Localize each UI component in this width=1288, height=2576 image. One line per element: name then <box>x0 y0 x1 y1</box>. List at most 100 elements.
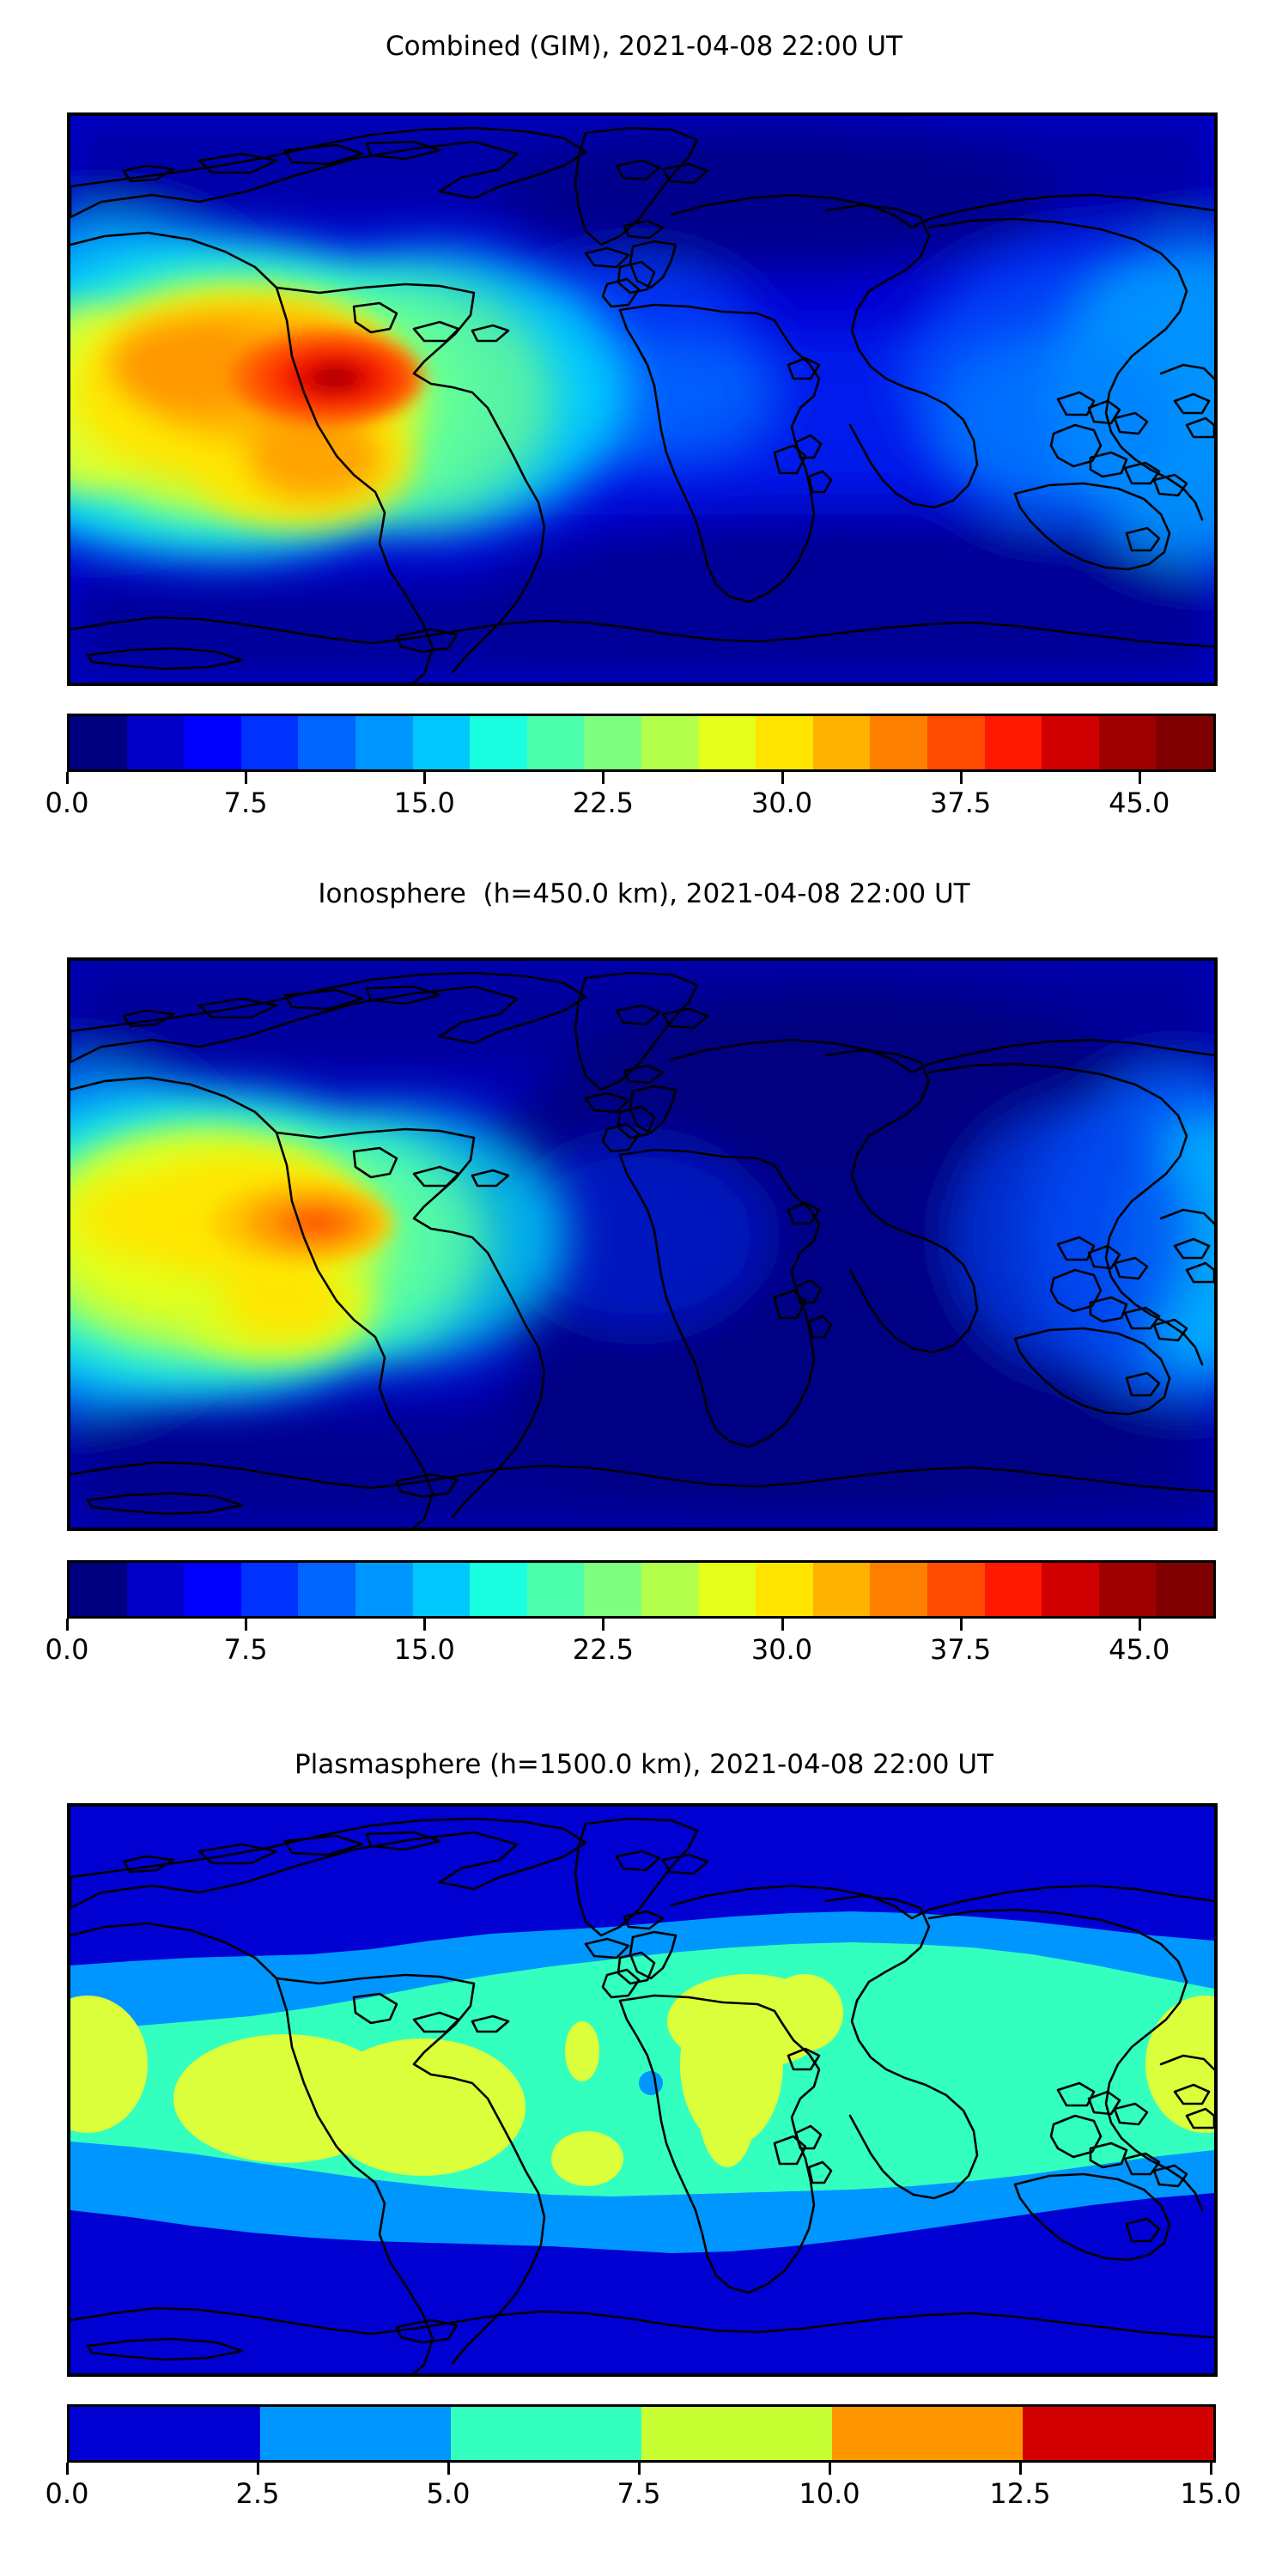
panel-title-ionosphere: Ionosphere (h=450.0 km), 2021-04-08 22:0… <box>318 878 970 909</box>
colorbar-tick-label-1: 7.5 <box>223 787 268 819</box>
map-axes-plasmasphere <box>67 1803 1218 2377</box>
colorbar-tick-label-1: 2.5 <box>235 2477 280 2510</box>
colorbar-tick-label-2: 5.0 <box>426 2477 471 2510</box>
colorbar-tick-4 <box>829 2463 831 2475</box>
colorbar-tick-2 <box>423 772 427 784</box>
tec-contour-plasmasphere <box>70 1807 1214 2373</box>
colorbar-band-19 <box>1156 716 1213 769</box>
colorbar-tick-4 <box>781 1619 784 1631</box>
map-axes-ionosphere <box>67 957 1218 1531</box>
colorbar-band-4 <box>832 2407 1023 2460</box>
colorbar-ionosphere: 0.0 7.5 15.0 22.5 30.0 37.5 45.0 <box>46 1560 1216 1670</box>
map-canvas-combined-gim <box>70 116 1214 683</box>
colorbar-tick-label-2: 15.0 <box>393 787 455 819</box>
colorbar-band-10 <box>641 716 699 769</box>
colorbar-band-13 <box>812 716 871 769</box>
colorbar-band-2 <box>451 2407 641 2460</box>
colorbar-band-1 <box>126 716 185 769</box>
colorbar-band-12 <box>756 716 813 769</box>
colorbar-tick-1 <box>245 1619 248 1631</box>
colorbar-band-7 <box>470 1563 527 1616</box>
colorbar-combined-gim: 0.0 7.5 15.0 22.5 30.0 37.5 45.0 <box>46 714 1216 823</box>
colorbar-band-0 <box>70 716 127 769</box>
colorbar-labels-ionosphere: 0.0 7.5 15.0 22.5 30.0 37.5 45.0 <box>46 1631 1213 1670</box>
colorbar-band-13 <box>812 1563 871 1616</box>
tec-contour-combined-gim <box>70 116 1214 683</box>
colorbar-band-18 <box>1098 716 1157 769</box>
colorbar-band-4 <box>298 716 355 769</box>
colorbar-tick-2 <box>447 2463 450 2475</box>
colorbar-tick-6 <box>1210 2463 1212 2475</box>
colorbar-tick-label-0: 0.0 <box>45 2477 89 2510</box>
colorbar-tick-label-0: 0.0 <box>45 787 89 819</box>
colorbar-band-1 <box>126 1563 185 1616</box>
colorbar-band-9 <box>584 716 641 769</box>
colorbar-plasmasphere: 0.0 2.5 5.0 7.5 10.0 12.5 15.0 <box>46 2404 1242 2514</box>
panel-title-combined-gim: Combined (GIM), 2021-04-08 22:00 UT <box>386 31 902 62</box>
colorbar-band-6 <box>412 716 471 769</box>
colorbar-band-12 <box>756 1563 813 1616</box>
colorbar-band-7 <box>470 716 527 769</box>
colorbar-tick-6 <box>1138 772 1141 784</box>
colorbar-tick-4 <box>781 772 784 784</box>
colorbar-tick-label-4: 30.0 <box>750 1633 813 1666</box>
colorbar-tick-label-1: 7.5 <box>223 1633 268 1666</box>
colorbar-band-11 <box>698 716 756 769</box>
colorbar-tick-label-6: 45.0 <box>1109 787 1170 819</box>
map-axes-combined-gim <box>67 112 1218 686</box>
colorbar-tick-label-2: 15.0 <box>393 1633 455 1666</box>
colorbar-tick-0 <box>66 772 69 784</box>
colorbar-band-14 <box>870 1563 927 1616</box>
colorbar-gradient-plasmasphere <box>67 2404 1216 2463</box>
colorbar-band-1 <box>260 2407 451 2460</box>
colorbar-tick-5 <box>1019 2463 1022 2475</box>
colorbar-band-10 <box>641 1563 699 1616</box>
colorbar-tick-label-6: 15.0 <box>1180 2477 1242 2510</box>
colorbar-tick-label-3: 7.5 <box>617 2477 661 2510</box>
colorbar-tick-3 <box>602 772 605 784</box>
colorbar-tick-label-5: 37.5 <box>930 1633 992 1666</box>
colorbar-tick-0 <box>66 1619 69 1631</box>
colorbar-ticks-plasmasphere <box>64 2463 1213 2475</box>
map-canvas-plasmasphere <box>70 1807 1214 2373</box>
colorbar-band-11 <box>698 1563 756 1616</box>
colorbar-band-5 <box>355 716 413 769</box>
colorbar-band-15 <box>927 1563 985 1616</box>
colorbar-band-17 <box>1042 1563 1099 1616</box>
colorbar-tick-label-4: 30.0 <box>750 787 813 819</box>
colorbar-band-9 <box>584 1563 641 1616</box>
colorbar-band-16 <box>984 1563 1042 1616</box>
colorbar-labels-combined-gim: 0.0 7.5 15.0 22.5 30.0 37.5 45.0 <box>46 784 1213 823</box>
colorbar-tick-2 <box>423 1619 427 1631</box>
colorbar-tick-6 <box>1138 1619 1141 1631</box>
colorbar-band-6 <box>412 1563 471 1616</box>
colorbar-band-14 <box>870 716 927 769</box>
colorbar-band-8 <box>526 1563 585 1616</box>
colorbar-band-5 <box>355 1563 413 1616</box>
colorbar-band-0 <box>70 2407 260 2460</box>
colorbar-tick-label-4: 10.0 <box>799 2477 860 2510</box>
colorbar-band-8 <box>526 716 585 769</box>
colorbar-band-4 <box>298 1563 355 1616</box>
colorbar-tick-3 <box>602 1619 605 1631</box>
colorbar-tick-label-3: 22.5 <box>572 1633 634 1666</box>
colorbar-band-15 <box>927 716 985 769</box>
colorbar-band-0 <box>70 1563 127 1616</box>
colorbar-tick-3 <box>638 2463 641 2475</box>
colorbar-band-18 <box>1098 1563 1157 1616</box>
colorbar-tick-label-6: 45.0 <box>1109 1633 1170 1666</box>
colorbar-tick-1 <box>257 2463 259 2475</box>
colorbar-ticks-ionosphere <box>64 1619 1213 1631</box>
colorbar-band-3 <box>641 2407 832 2460</box>
colorbar-band-2 <box>184 1563 241 1616</box>
map-canvas-ionosphere <box>70 961 1214 1528</box>
colorbar-gradient-ionosphere <box>67 1560 1216 1619</box>
colorbar-tick-0 <box>66 2463 69 2475</box>
colorbar-band-19 <box>1156 1563 1213 1616</box>
colorbar-tick-label-3: 22.5 <box>572 787 634 819</box>
colorbar-tick-label-5: 37.5 <box>930 787 992 819</box>
colorbar-tick-label-0: 0.0 <box>45 1633 89 1666</box>
colorbar-tick-5 <box>959 772 963 784</box>
colorbar-band-5 <box>1023 2407 1213 2460</box>
